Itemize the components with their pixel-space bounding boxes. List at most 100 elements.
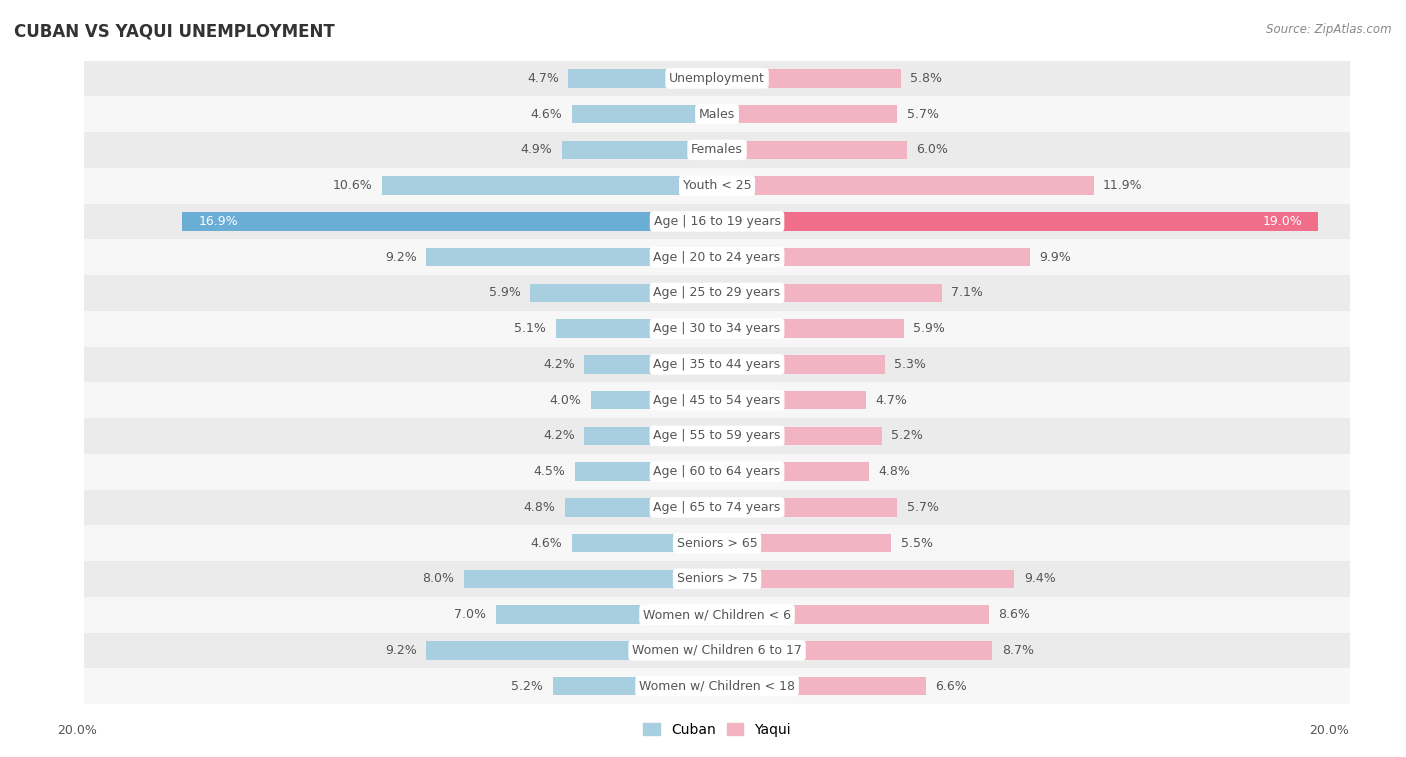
Bar bbox=[84, 204, 1350, 239]
Text: 9.2%: 9.2% bbox=[385, 251, 416, 263]
Text: 4.7%: 4.7% bbox=[527, 72, 560, 85]
Bar bbox=[717, 677, 927, 696]
Bar bbox=[84, 132, 1350, 168]
Bar bbox=[717, 498, 897, 517]
Text: 5.1%: 5.1% bbox=[515, 322, 546, 335]
Bar bbox=[84, 347, 1350, 382]
Text: Age | 60 to 64 years: Age | 60 to 64 years bbox=[654, 465, 780, 478]
Text: 4.6%: 4.6% bbox=[530, 107, 562, 120]
Text: 5.2%: 5.2% bbox=[891, 429, 922, 442]
Bar bbox=[382, 176, 717, 195]
Bar bbox=[464, 569, 717, 588]
Bar bbox=[84, 668, 1350, 704]
Text: 9.9%: 9.9% bbox=[1040, 251, 1071, 263]
Bar bbox=[585, 355, 717, 374]
Bar bbox=[717, 427, 882, 445]
Text: 4.8%: 4.8% bbox=[879, 465, 910, 478]
Text: 4.5%: 4.5% bbox=[533, 465, 565, 478]
Bar bbox=[84, 633, 1350, 668]
Text: 5.9%: 5.9% bbox=[914, 322, 945, 335]
Text: Age | 25 to 29 years: Age | 25 to 29 years bbox=[654, 286, 780, 300]
Text: 4.7%: 4.7% bbox=[876, 394, 907, 407]
Text: 5.7%: 5.7% bbox=[907, 501, 939, 514]
Text: Youth < 25: Youth < 25 bbox=[683, 179, 751, 192]
Text: 9.4%: 9.4% bbox=[1024, 572, 1056, 585]
Text: Age | 16 to 19 years: Age | 16 to 19 years bbox=[654, 215, 780, 228]
Text: Age | 45 to 54 years: Age | 45 to 54 years bbox=[654, 394, 780, 407]
Text: 6.0%: 6.0% bbox=[917, 143, 948, 157]
Bar bbox=[575, 463, 717, 481]
Text: 5.8%: 5.8% bbox=[910, 72, 942, 85]
Text: 6.6%: 6.6% bbox=[935, 680, 967, 693]
Text: 8.7%: 8.7% bbox=[1002, 644, 1033, 657]
Bar bbox=[562, 141, 717, 159]
Bar bbox=[530, 284, 717, 302]
Bar bbox=[568, 69, 717, 88]
Bar bbox=[84, 453, 1350, 490]
Text: 5.7%: 5.7% bbox=[907, 107, 939, 120]
Bar bbox=[717, 534, 891, 553]
Bar bbox=[84, 168, 1350, 204]
Text: Women w/ Children < 6: Women w/ Children < 6 bbox=[643, 608, 792, 621]
Text: 10.6%: 10.6% bbox=[332, 179, 373, 192]
Text: 4.0%: 4.0% bbox=[550, 394, 581, 407]
Bar bbox=[426, 641, 717, 659]
Text: 5.3%: 5.3% bbox=[894, 358, 927, 371]
Bar bbox=[717, 391, 866, 410]
Bar bbox=[84, 382, 1350, 418]
Text: 4.8%: 4.8% bbox=[524, 501, 555, 514]
Text: 5.5%: 5.5% bbox=[901, 537, 932, 550]
Bar bbox=[717, 69, 901, 88]
Bar bbox=[717, 319, 904, 338]
Bar bbox=[84, 490, 1350, 525]
Bar bbox=[555, 319, 717, 338]
Text: Unemployment: Unemployment bbox=[669, 72, 765, 85]
Text: 4.2%: 4.2% bbox=[543, 429, 575, 442]
Text: Age | 30 to 34 years: Age | 30 to 34 years bbox=[654, 322, 780, 335]
Bar bbox=[717, 141, 907, 159]
Text: 4.6%: 4.6% bbox=[530, 537, 562, 550]
Bar bbox=[717, 105, 897, 123]
Text: Source: ZipAtlas.com: Source: ZipAtlas.com bbox=[1267, 23, 1392, 36]
Bar bbox=[717, 212, 1319, 231]
Text: 7.1%: 7.1% bbox=[952, 286, 983, 300]
Bar bbox=[84, 275, 1350, 311]
Text: Age | 65 to 74 years: Age | 65 to 74 years bbox=[654, 501, 780, 514]
Bar bbox=[84, 525, 1350, 561]
Text: 7.0%: 7.0% bbox=[454, 608, 486, 621]
Text: 5.9%: 5.9% bbox=[489, 286, 520, 300]
Text: Women w/ Children 6 to 17: Women w/ Children 6 to 17 bbox=[633, 644, 801, 657]
Text: 4.9%: 4.9% bbox=[520, 143, 553, 157]
Text: 20.0%: 20.0% bbox=[58, 724, 97, 737]
Bar bbox=[571, 105, 717, 123]
Bar bbox=[84, 597, 1350, 633]
Text: CUBAN VS YAQUI UNEMPLOYMENT: CUBAN VS YAQUI UNEMPLOYMENT bbox=[14, 23, 335, 41]
Text: Age | 20 to 24 years: Age | 20 to 24 years bbox=[654, 251, 780, 263]
Text: Females: Females bbox=[692, 143, 742, 157]
Legend: Cuban, Yaqui: Cuban, Yaqui bbox=[637, 717, 797, 742]
Bar bbox=[717, 641, 993, 659]
Bar bbox=[565, 498, 717, 517]
Bar bbox=[84, 418, 1350, 453]
Text: Age | 35 to 44 years: Age | 35 to 44 years bbox=[654, 358, 780, 371]
Text: 20.0%: 20.0% bbox=[1309, 724, 1348, 737]
Bar bbox=[84, 239, 1350, 275]
Bar bbox=[717, 355, 884, 374]
Bar bbox=[717, 569, 1015, 588]
Text: 8.0%: 8.0% bbox=[422, 572, 454, 585]
Bar bbox=[84, 561, 1350, 597]
Text: Seniors > 65: Seniors > 65 bbox=[676, 537, 758, 550]
Text: Seniors > 75: Seniors > 75 bbox=[676, 572, 758, 585]
Bar bbox=[84, 96, 1350, 132]
Bar bbox=[717, 248, 1031, 266]
Bar bbox=[571, 534, 717, 553]
Text: 16.9%: 16.9% bbox=[198, 215, 238, 228]
Bar bbox=[183, 212, 717, 231]
Bar bbox=[717, 176, 1094, 195]
Text: 9.2%: 9.2% bbox=[385, 644, 416, 657]
Bar bbox=[585, 427, 717, 445]
Bar bbox=[84, 61, 1350, 96]
Text: 8.6%: 8.6% bbox=[998, 608, 1031, 621]
Bar bbox=[717, 284, 942, 302]
Text: Age | 55 to 59 years: Age | 55 to 59 years bbox=[654, 429, 780, 442]
